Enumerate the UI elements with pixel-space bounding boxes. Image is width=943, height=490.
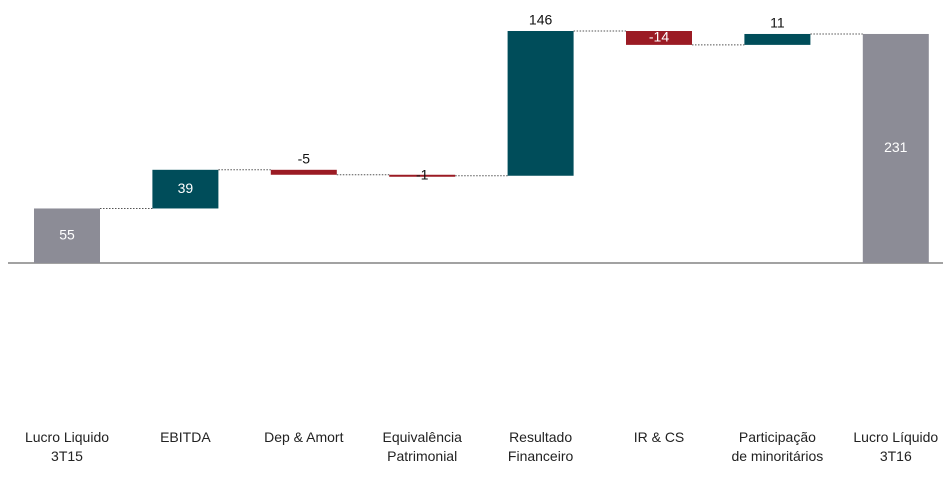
x-tick-label: Resultado Financeiro	[507, 429, 574, 464]
value-label: 146	[529, 12, 553, 28]
bar	[507, 31, 574, 176]
value-label: 39	[178, 180, 194, 196]
value-label: 231	[884, 139, 908, 155]
x-tick-label: Lucro Líquido 3T16	[853, 429, 939, 464]
bar	[34, 208, 100, 263]
bar	[862, 33, 929, 263]
value-label: -14	[649, 29, 669, 45]
x-tick-label: IR & CS	[633, 429, 685, 445]
x-tick-label: Lucro Liquido 3T15	[24, 429, 110, 464]
x-tick-label: EBITDA	[160, 429, 211, 445]
x-tick-label: Dep & Amort	[264, 429, 344, 445]
bar	[626, 31, 692, 45]
value-label: 55	[59, 226, 75, 242]
bar	[744, 33, 811, 45]
value-label: -1	[416, 166, 429, 182]
value-label: 11	[770, 15, 785, 31]
x-tick-label: Equivalência Patrimonial	[382, 429, 462, 464]
x-tick-label: Participação de minoritários	[731, 429, 824, 464]
bar	[389, 174, 456, 177]
bar	[152, 169, 219, 209]
value-label: -5	[298, 151, 311, 167]
bar	[270, 169, 337, 175]
